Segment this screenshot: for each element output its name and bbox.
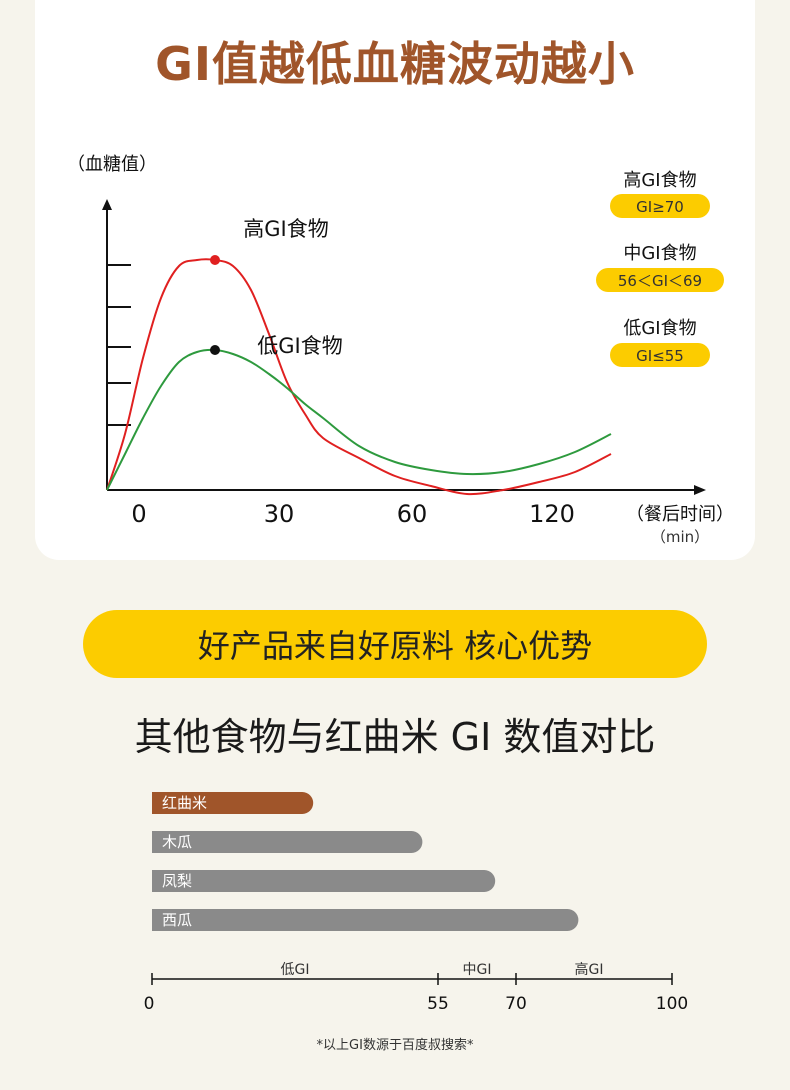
- bar: [152, 909, 579, 931]
- bar: [152, 792, 314, 814]
- peak-marker-low-gi: [210, 345, 220, 355]
- legend-badge: [610, 194, 710, 218]
- series-line-low-gi: [106, 348, 612, 491]
- bar-axis-ticks: 0 55 70 100: [144, 973, 688, 1014]
- legend-label: 中GI食物: [623, 243, 696, 264]
- banner-text: 好产品来自好原料 核心优势: [197, 627, 593, 665]
- advantage-banner: 好产品来自好原料 核心优势: [83, 610, 707, 678]
- bar-left-edge: [152, 870, 164, 892]
- x-axis-label: （餐后时间）: [626, 504, 734, 525]
- card-title: GI值越低血糖波动越小: [155, 37, 635, 91]
- bar: [152, 870, 496, 892]
- axis-tick-label: 100: [656, 994, 688, 1014]
- x-axis-unit: （min）: [651, 528, 709, 546]
- blood-sugar-curve-chart: （血糖值） 0 30 60 120 （餐后时间） （min） 高GI食物 低GI…: [67, 154, 734, 546]
- x-tick-label: 0: [131, 500, 146, 528]
- legend-range: 56＜GI＜69: [618, 272, 702, 290]
- x-tick-label: 60: [397, 500, 428, 528]
- legend-badge: [610, 343, 710, 367]
- y-axis-label: （血糖值）: [67, 154, 157, 175]
- axis-tick-label: 55: [427, 994, 449, 1014]
- legend-label: 高GI食物: [623, 170, 696, 191]
- section-title: 其他食物与红曲米 GI 数值对比: [134, 715, 656, 759]
- bar-label: 凤梨: [162, 872, 192, 890]
- zone-label: 中GI: [463, 962, 492, 978]
- legend-range: GI≤55: [636, 347, 684, 365]
- bar-left-edge: [152, 909, 164, 931]
- gi-zone-labels: 低GI 中GI 高GI: [281, 961, 604, 978]
- footnote: *以上GI数源于百度叔搜索*: [316, 1038, 474, 1053]
- bar: [152, 831, 423, 853]
- marker-label-low-gi: 低GI食物: [257, 334, 342, 358]
- axis-tick-label: 0: [144, 994, 155, 1014]
- legend-range: GI≥70: [636, 198, 684, 216]
- bar-label: 木瓜: [162, 833, 192, 851]
- bar-left-edge: [152, 792, 164, 814]
- series-line-high-gi: [106, 258, 612, 496]
- peak-marker-high-gi: [210, 255, 220, 265]
- bar-left-edge: [152, 831, 164, 853]
- x-tick-label: 30: [264, 500, 295, 528]
- zone-label: 低GI: [281, 962, 310, 978]
- legend-label: 低GI食物: [623, 318, 696, 339]
- x-tick-label: 120: [529, 500, 575, 528]
- marker-label-high-gi: 高GI食物: [243, 217, 328, 241]
- bar-label: 红曲米: [162, 794, 207, 812]
- axis-tick-label: 70: [505, 994, 527, 1014]
- legend: 高GI食物 GI≥70 中GI食物 56＜GI＜69 低GI食物 GI≤55: [596, 170, 724, 367]
- x-axis-arrow: [694, 485, 706, 495]
- legend-badge: [596, 268, 724, 292]
- zone-label: 高GI: [575, 961, 604, 978]
- y-axis-arrow: [102, 199, 112, 210]
- bar-label: 西瓜: [162, 911, 192, 929]
